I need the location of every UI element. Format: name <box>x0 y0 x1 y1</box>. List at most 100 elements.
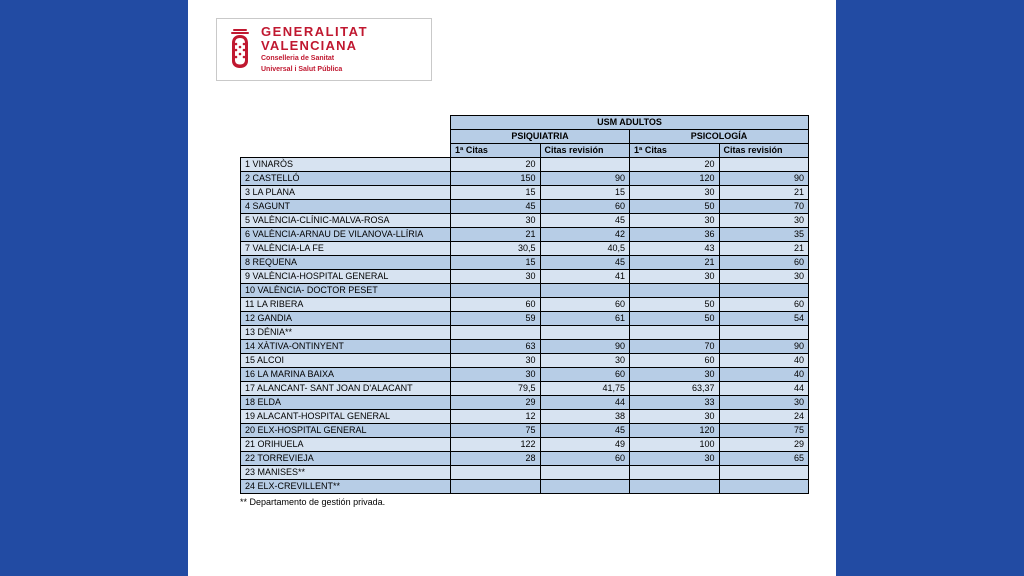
cell-value: 30 <box>719 395 809 409</box>
table-row: 6 VALÈNCIA-ARNAU DE VILANOVA-LLÍRIA21423… <box>241 227 809 241</box>
cell-value: 44 <box>719 381 809 395</box>
logo-subtitle-2: Universal i Salut Pública <box>261 66 368 74</box>
cell-value: 50 <box>630 199 720 213</box>
cell-value: 60 <box>540 451 630 465</box>
row-label: 23 MANISES** <box>241 465 451 479</box>
cell-value <box>451 325 541 339</box>
cell-value: 12 <box>451 409 541 423</box>
table-row: 13 DÉNIA** <box>241 325 809 339</box>
cell-value: 49 <box>540 437 630 451</box>
cell-value: 65 <box>719 451 809 465</box>
column-group-psicologia: PSICOLOGÍA <box>630 129 809 143</box>
table-row: 1 VINARÒS2020 <box>241 157 809 171</box>
cell-value: 30 <box>451 213 541 227</box>
cell-value: 35 <box>719 227 809 241</box>
row-label: 9 VALÈNCIA-HOSPITAL GENERAL <box>241 269 451 283</box>
cell-value: 120 <box>630 171 720 185</box>
cell-value <box>540 479 630 493</box>
cell-value: 29 <box>451 395 541 409</box>
cell-value: 60 <box>451 297 541 311</box>
cell-value: 70 <box>630 339 720 353</box>
cell-value: 41 <box>540 269 630 283</box>
cell-value: 75 <box>719 423 809 437</box>
row-label: 5 VALÈNCIA-CLÍNIC-MALVA-ROSA <box>241 213 451 227</box>
cell-value: 61 <box>540 311 630 325</box>
cell-value: 30 <box>630 185 720 199</box>
cell-value <box>540 465 630 479</box>
cell-value <box>540 157 630 171</box>
cell-value: 60 <box>630 353 720 367</box>
row-label: 2 CASTELLÓ <box>241 171 451 185</box>
cell-value: 60 <box>719 297 809 311</box>
row-label: 12 GANDIA <box>241 311 451 325</box>
cell-value: 15 <box>451 255 541 269</box>
cell-value: 70 <box>719 199 809 213</box>
row-label: 13 DÉNIA** <box>241 325 451 339</box>
logo-line-2: VALENCIANA <box>261 39 368 53</box>
cell-value: 15 <box>540 185 630 199</box>
cell-value: 30 <box>451 353 541 367</box>
logo-subtitle-1: Conselleria de Sanitat <box>261 55 368 63</box>
row-label: 20 ELX-HOSPITAL GENERAL <box>241 423 451 437</box>
row-label: 11 LA RIBERA <box>241 297 451 311</box>
cell-value: 40 <box>719 353 809 367</box>
row-label: 19 ALACANT-HOSPITAL GENERAL <box>241 409 451 423</box>
cell-value: 50 <box>630 311 720 325</box>
cell-value: 21 <box>719 185 809 199</box>
cell-value: 40 <box>719 367 809 381</box>
table-row: 21 ORIHUELA1224910029 <box>241 437 809 451</box>
column-header-4: Citas revisión <box>719 143 809 157</box>
column-header-1: 1ª Citas <box>451 143 541 157</box>
cell-value <box>630 479 720 493</box>
cell-value: 24 <box>719 409 809 423</box>
table-row: 22 TORREVIEJA28603065 <box>241 451 809 465</box>
row-label: 6 VALÈNCIA-ARNAU DE VILANOVA-LLÍRIA <box>241 227 451 241</box>
cell-value: 30 <box>630 451 720 465</box>
cell-value: 21 <box>630 255 720 269</box>
cell-value <box>630 465 720 479</box>
row-label: 4 SAGUNT <box>241 199 451 213</box>
cell-value: 60 <box>540 199 630 213</box>
table-row: 4 SAGUNT45605070 <box>241 199 809 213</box>
cell-value: 45 <box>451 199 541 213</box>
cell-value <box>540 283 630 297</box>
table-row: 18 ELDA29443330 <box>241 395 809 409</box>
cell-value: 40,5 <box>540 241 630 255</box>
cell-value: 63,37 <box>630 381 720 395</box>
cell-value: 120 <box>630 423 720 437</box>
cell-value: 30 <box>630 409 720 423</box>
cell-value: 20 <box>451 157 541 171</box>
table-top-header: USM ADULTOS <box>451 115 809 129</box>
cell-value: 43 <box>630 241 720 255</box>
cell-value: 75 <box>451 423 541 437</box>
data-table-container: USM ADULTOS PSIQUIATRIA PSICOLOGÍA 1ª Ci… <box>240 115 808 507</box>
row-label: 24 ELX-CREVILLENT** <box>241 479 451 493</box>
row-label: 15 ALCOI <box>241 353 451 367</box>
cell-value: 45 <box>540 213 630 227</box>
row-label: 22 TORREVIEJA <box>241 451 451 465</box>
cell-value <box>719 465 809 479</box>
row-label: 7 VALÈNCIA-LA FE <box>241 241 451 255</box>
usm-adultos-table: USM ADULTOS PSIQUIATRIA PSICOLOGÍA 1ª Ci… <box>240 115 809 494</box>
table-row: 19 ALACANT-HOSPITAL GENERAL12383024 <box>241 409 809 423</box>
cell-value: 21 <box>451 227 541 241</box>
cell-value: 33 <box>630 395 720 409</box>
cell-value: 29 <box>719 437 809 451</box>
cell-value: 122 <box>451 437 541 451</box>
row-label: 16 LA MARINA BAIXA <box>241 367 451 381</box>
table-row: 9 VALÈNCIA-HOSPITAL GENERAL30413030 <box>241 269 809 283</box>
cell-value: 90 <box>719 339 809 353</box>
cell-value <box>630 325 720 339</box>
cell-value <box>719 283 809 297</box>
cell-value: 20 <box>630 157 720 171</box>
cell-value: 36 <box>630 227 720 241</box>
row-label: 17 ALANCANT- SANT JOAN D'ALACANT <box>241 381 451 395</box>
cell-value: 30 <box>719 213 809 227</box>
cell-value: 41,75 <box>540 381 630 395</box>
table-row: 7 VALÈNCIA-LA FE30,540,54321 <box>241 241 809 255</box>
cell-value: 44 <box>540 395 630 409</box>
cell-value: 30 <box>451 367 541 381</box>
cell-value: 30 <box>451 269 541 283</box>
row-label: 10 VALÈNCIA- DOCTOR PESET <box>241 283 451 297</box>
cell-value: 30 <box>540 353 630 367</box>
